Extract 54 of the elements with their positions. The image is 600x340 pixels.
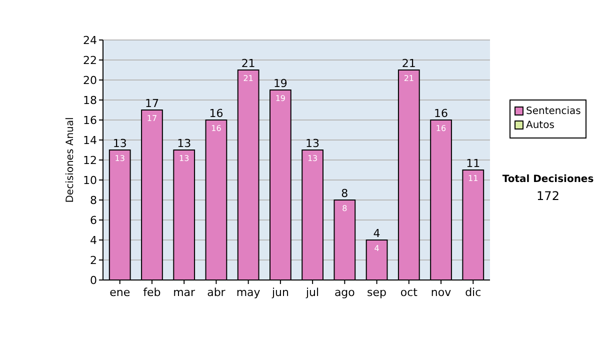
- x-tick-label: abr: [207, 286, 226, 299]
- x-tick-label: nov: [430, 286, 452, 299]
- total-label: 16: [209, 107, 224, 120]
- y-tick-label: 10: [83, 174, 97, 187]
- data-label: 11: [468, 174, 478, 183]
- total-label: 21: [402, 57, 416, 70]
- y-tick-label: 22: [83, 54, 97, 67]
- y-tick-label: 14: [83, 134, 97, 147]
- total-label: 13: [177, 137, 192, 150]
- x-tick-label: mar: [173, 286, 196, 299]
- text: 172: [536, 189, 560, 203]
- x-tick-label: may: [236, 286, 261, 299]
- data-label: 19: [275, 94, 286, 103]
- data-label: 21: [243, 74, 254, 83]
- legend-label: Sentencias: [526, 106, 581, 117]
- data-label: 13: [114, 154, 125, 163]
- y-tick-label: 6: [90, 214, 97, 227]
- x-tick-label: dic: [465, 286, 482, 299]
- x-tick-label: oct: [400, 286, 418, 299]
- data-label: 16: [211, 124, 222, 133]
- x-tick-label: feb: [143, 286, 161, 299]
- x-tick-label: jun: [270, 286, 289, 299]
- total-label: 16: [434, 107, 448, 120]
- text: Total Decisiones: [502, 174, 594, 185]
- total-label: 13: [112, 137, 127, 150]
- total-label: 21: [241, 57, 256, 70]
- legend-label: Autos: [526, 120, 554, 131]
- total-label: 19: [273, 77, 288, 90]
- x-tick-label: sep: [367, 286, 387, 299]
- total-label: 4: [373, 227, 380, 240]
- y-axis-title: Decisiones Anual: [65, 117, 76, 203]
- total-label: 13: [306, 137, 320, 150]
- total-label: 17: [144, 97, 159, 110]
- total-label: 11: [466, 157, 480, 170]
- y-tick-label: 0: [90, 274, 97, 287]
- data-label: 13: [179, 154, 190, 163]
- x-tick-label: jul: [305, 286, 320, 299]
- y-tick-label: 18: [83, 94, 97, 107]
- data-label: 8: [342, 204, 348, 213]
- data-label: 17: [146, 114, 158, 123]
- y-tick-label: 2: [90, 254, 97, 267]
- x-tick-label: ago: [334, 286, 356, 299]
- y-tick-label: 4: [90, 234, 97, 247]
- y-tick-label: 12: [83, 154, 97, 167]
- data-label: 21: [404, 74, 414, 83]
- data-label: 4: [374, 244, 380, 253]
- y-tick-label: 24: [83, 34, 97, 47]
- y-tick-label: 8: [90, 194, 97, 207]
- data-label: 13: [307, 154, 318, 163]
- total-label: 8: [341, 187, 348, 200]
- data-label: 16: [436, 124, 446, 133]
- y-tick-label: 16: [83, 114, 97, 127]
- y-tick-label: 20: [83, 74, 97, 87]
- x-tick-label: ene: [110, 286, 130, 299]
